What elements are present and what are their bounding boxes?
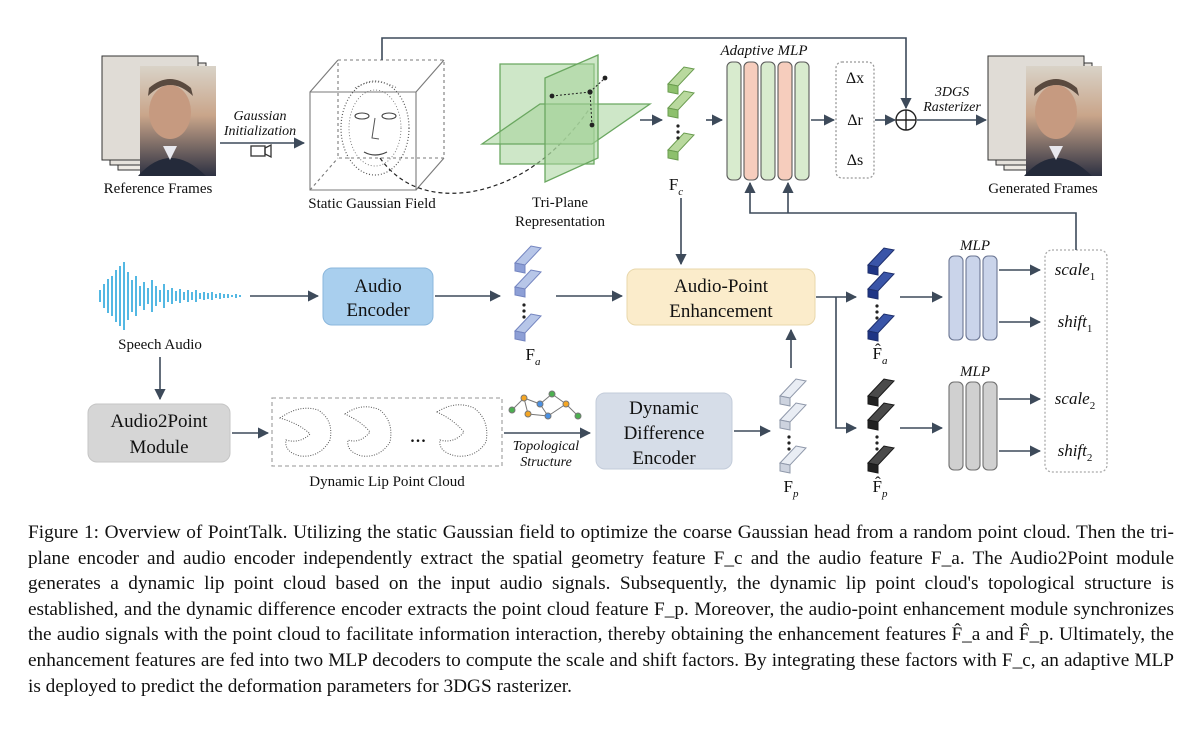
fc-symbol: Fc	[669, 175, 683, 198]
mlp1-title: MLP	[959, 238, 990, 254]
audio-point-label-1: Audio-Point	[674, 276, 769, 297]
audio-encoder-box	[322, 267, 434, 326]
scale1-label: scale1	[1055, 260, 1095, 283]
fp-symbol: Fp	[784, 477, 799, 500]
deltas-box	[835, 61, 875, 179]
figure-caption: Figure 1: Overview of PointTalk. Utilizi…	[28, 520, 1174, 699]
gaussian-init-label-1: Gaussian	[234, 109, 287, 124]
triplane-label-1: Tri-Plane	[532, 195, 588, 211]
camera-icon	[250, 143, 272, 159]
dde-label-1: Dynamic	[629, 398, 699, 419]
fa-symbol: Fa	[526, 345, 541, 368]
triplane-query-lines	[551, 77, 606, 126]
static-field-label: Static Gaussian Field	[308, 196, 436, 212]
fp-feature-tokens	[779, 378, 807, 474]
arrow-enhancement-to-fp-hat	[835, 297, 858, 434]
reference-frames-stack	[101, 55, 216, 176]
topological-label-1: Topological	[513, 439, 579, 454]
topological-label-2: Structure	[520, 455, 572, 470]
mlp2-title: MLP	[959, 364, 990, 380]
audio-point-label-2: Enhancement	[669, 301, 773, 322]
lip-cloud-shapes	[278, 404, 488, 457]
rasterizer-label-1: 3DGS	[934, 85, 969, 100]
audio2point-box	[87, 403, 231, 463]
fc-feature-tokens	[667, 66, 695, 161]
point-cloud-face	[340, 80, 410, 176]
fp-hat-symbol: F̂p	[873, 477, 888, 500]
audio-encoder-label-1: Audio	[354, 276, 402, 297]
scale-shift-box	[1044, 249, 1108, 473]
gaussian-init-label-2: Initialization	[223, 124, 296, 139]
delta-r: Δr	[847, 112, 863, 129]
oplus-icon	[895, 109, 917, 131]
dde-box	[595, 392, 733, 470]
lip-cloud-label: Dynamic Lip Point Cloud	[309, 474, 465, 490]
speech-audio-label: Speech Audio	[118, 337, 202, 353]
fp-hat-feature-tokens	[867, 378, 895, 474]
audio2point-label-2: Module	[129, 437, 188, 458]
lip-cloud-ellipsis: ...	[410, 422, 427, 447]
generated-frames-stack	[987, 55, 1102, 176]
generated-frames-label: Generated Frames	[988, 181, 1098, 197]
shift2-label: shift2	[1058, 441, 1093, 464]
topology-graph-icon	[508, 390, 582, 420]
triplane-icon	[479, 54, 653, 184]
dde-label-3: Encoder	[632, 448, 696, 469]
lip-point-cloud-box	[271, 397, 503, 467]
dde-label-2: Difference	[624, 423, 705, 444]
delta-s: Δs	[847, 152, 864, 169]
scale2-label: scale2	[1055, 389, 1095, 412]
speech-waveform	[99, 262, 241, 330]
fa-feature-tokens	[514, 245, 542, 342]
audio-encoder-label-2: Encoder	[346, 300, 410, 321]
skip-connection-line	[381, 37, 912, 110]
pointtalk-overview-diagram: Reference Frames Gaussian Initialization…	[87, 37, 1108, 500]
adaptive-mlp-layers	[726, 61, 810, 181]
adaptive-mlp-title: Adaptive MLP	[719, 43, 807, 59]
mlp2-layers	[948, 381, 998, 471]
reference-frames-label: Reference Frames	[104, 181, 213, 197]
static-gaussian-field-cube	[309, 59, 445, 191]
rasterizer-label-2: Rasterizer	[922, 100, 981, 115]
caption-text: Overview of PointTalk. Utilizing the sta…	[28, 522, 1174, 697]
audio-point-enhancement-box	[626, 268, 816, 326]
mlp1-layers	[948, 255, 998, 341]
caption-label: Figure 1:	[28, 522, 99, 543]
shift1-label: shift1	[1058, 312, 1093, 335]
feedback-to-adaptive-mlp	[744, 181, 1077, 250]
delta-x: Δx	[846, 70, 864, 87]
triplane-label-2: Representation	[515, 214, 605, 230]
audio2point-label-1: Audio2Point	[110, 411, 208, 432]
fa-hat-symbol: F̂a	[873, 344, 888, 367]
fa-hat-feature-tokens	[867, 247, 895, 342]
